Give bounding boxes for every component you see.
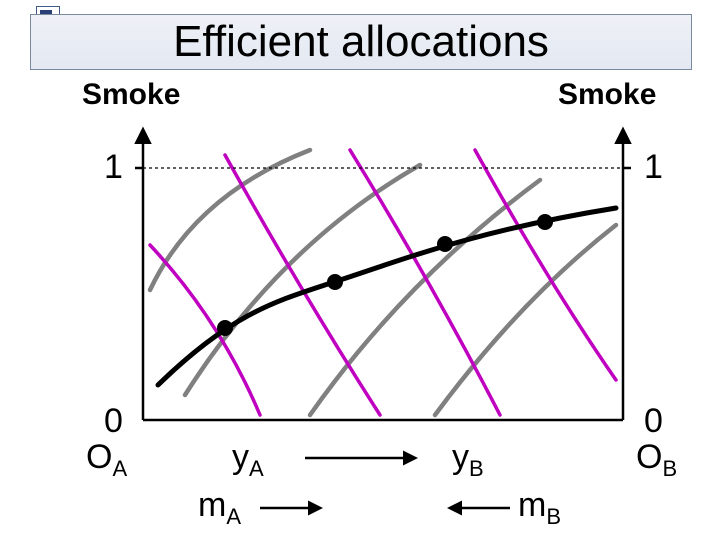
direction-arrows [260, 458, 510, 508]
contract-curve [158, 208, 616, 385]
indifference-curves-a [150, 150, 616, 415]
diagram-svg [0, 0, 720, 540]
